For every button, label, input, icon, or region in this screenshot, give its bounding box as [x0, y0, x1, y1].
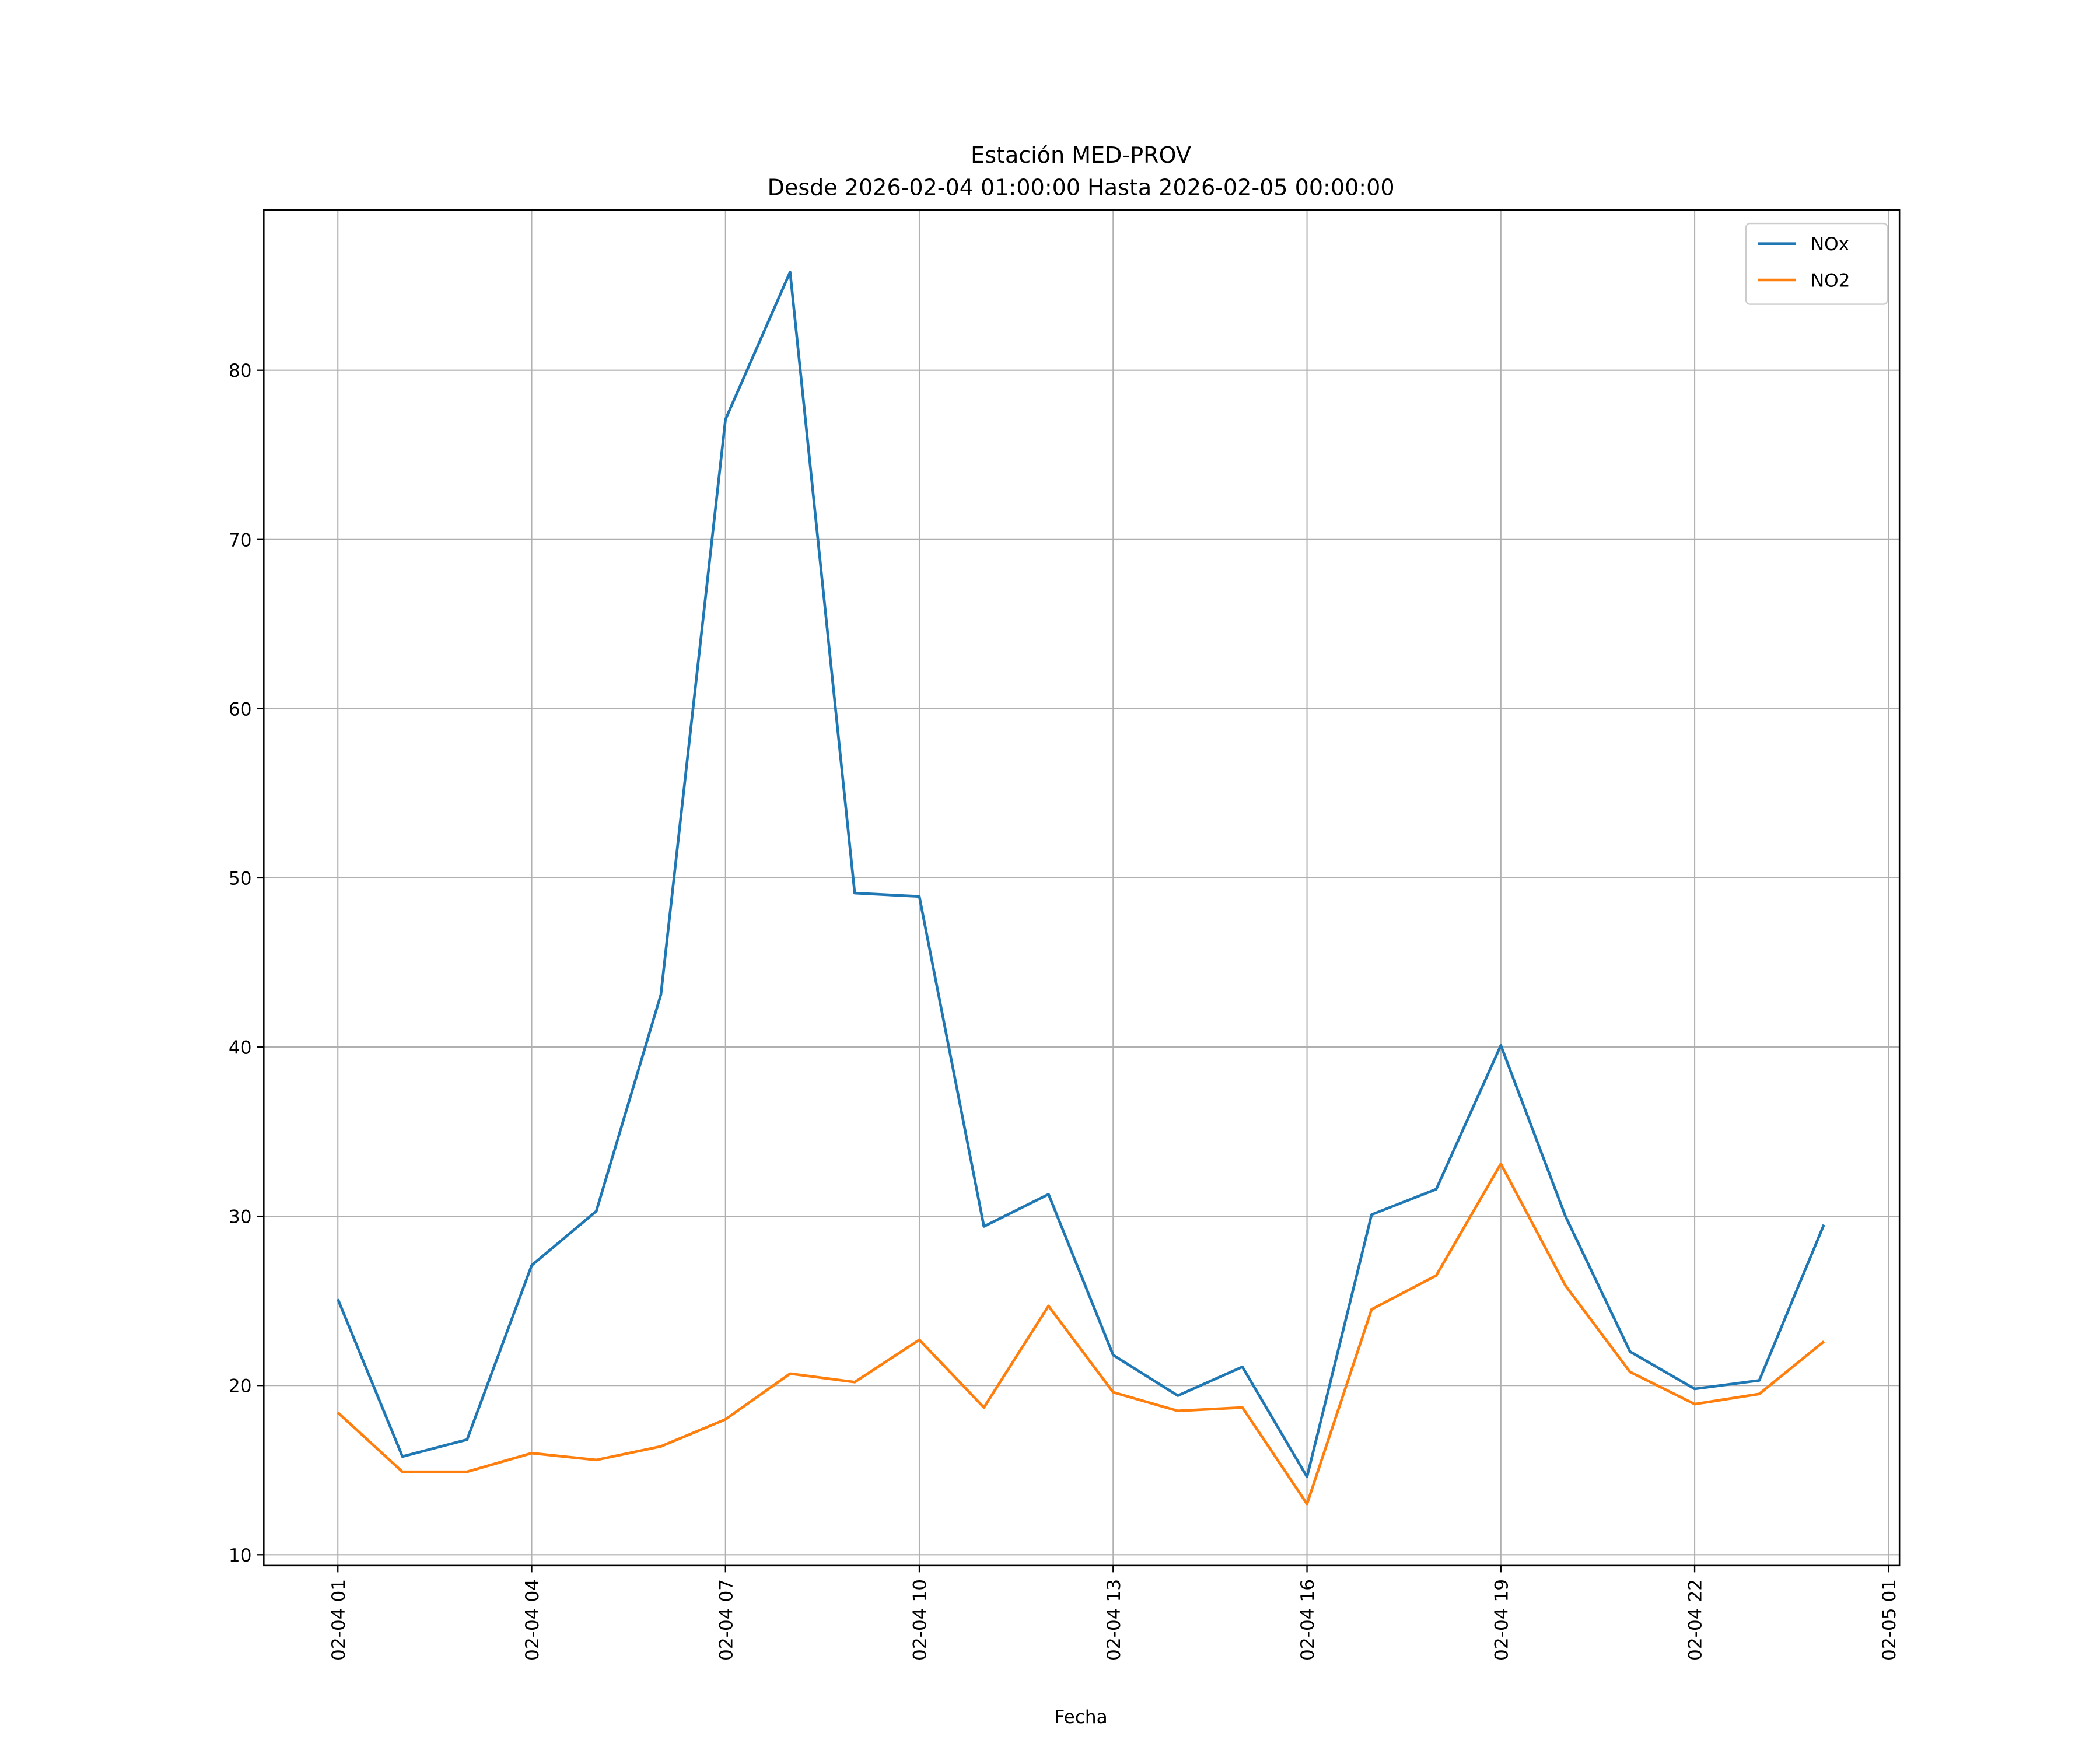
x-tick-label: 02-04 22 [1685, 1579, 1706, 1661]
y-tick-label: 40 [229, 1038, 252, 1059]
series-line-no2 [337, 1162, 1825, 1506]
legend-label-no2: NO2 [1811, 271, 1850, 292]
y-tick-label: 70 [229, 530, 252, 551]
x-tick-label: 02-05 01 [1879, 1579, 1900, 1661]
legend-label-nox: NOx [1811, 234, 1849, 255]
x-tick-label: 02-04 10 [910, 1579, 931, 1661]
legend: NOx NO2 [1745, 222, 1888, 305]
y-tick-label: 20 [229, 1376, 252, 1397]
x-tick-label: 02-04 01 [328, 1579, 349, 1661]
x-tick-label: 02-04 07 [716, 1579, 737, 1661]
plot-frame [263, 209, 1901, 1567]
x-tick-label: 02-04 16 [1297, 1579, 1318, 1661]
chart-subtitle: Desde 2026-02-04 01:00:00 Hasta 2026-02-… [768, 175, 1395, 201]
x-tick-label: 02-04 19 [1491, 1579, 1512, 1661]
y-tick-label: 10 [229, 1545, 252, 1566]
y-tick-label: 80 [229, 360, 252, 382]
x-axis-label: Fecha [1054, 1707, 1107, 1728]
y-tick-label: 60 [229, 699, 252, 720]
series-line-nox [337, 271, 1825, 1479]
grid-lines [264, 209, 1900, 1566]
x-tick-label: 02-04 13 [1104, 1579, 1125, 1661]
x-tick-label: 02-04 04 [522, 1579, 543, 1661]
series-lines [337, 271, 1825, 1506]
chart-title: Estación MED-PROV [971, 142, 1191, 168]
y-axis: 10 20 30 40 50 60 70 80 [229, 360, 264, 1566]
y-tick-label: 50 [229, 868, 252, 889]
x-axis: 02-04 01 02-04 04 02-04 07 02-04 10 02-04 13… [328, 1565, 1900, 1661]
y-tick-label: 30 [229, 1207, 252, 1228]
